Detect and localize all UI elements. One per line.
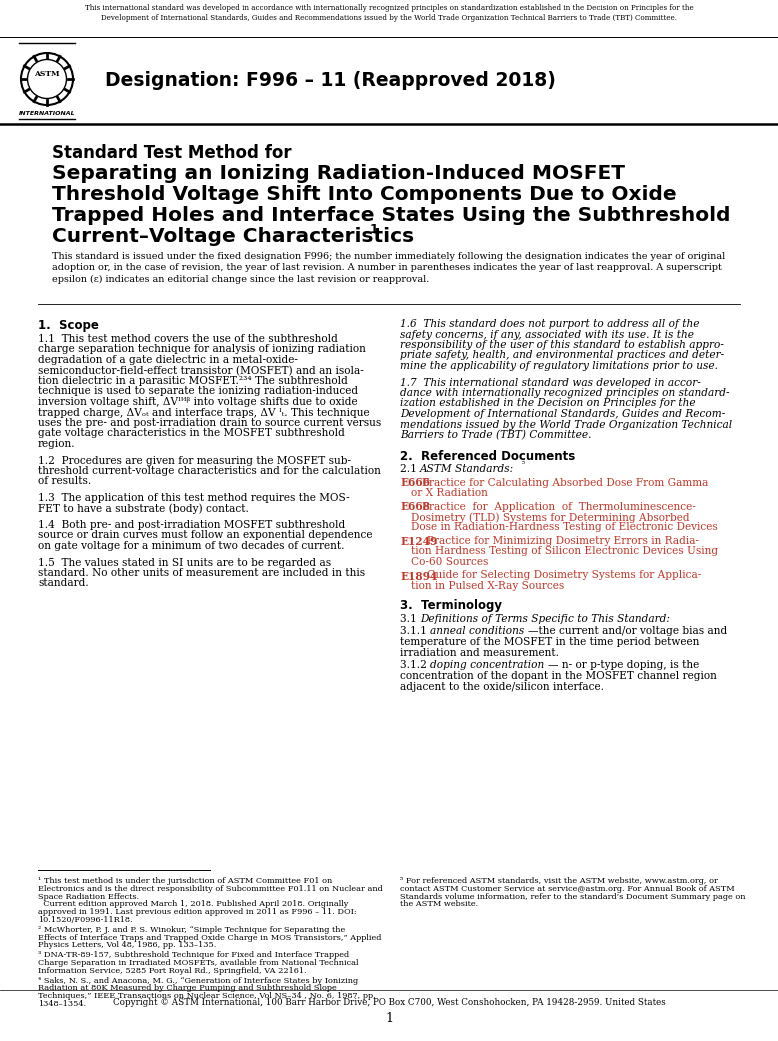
Text: uses the pre- and post-irradiation drain to source current versus: uses the pre- and post-irradiation drain… [38, 418, 381, 428]
Text: 1.1  This test method covers the use of the subthreshold: 1.1 This test method covers the use of t… [38, 334, 338, 344]
Text: contact ASTM Customer Service at service@astm.org. For Annual Book of ASTM: contact ASTM Customer Service at service… [400, 885, 734, 893]
Text: Designation: F996 – 11 (Reapproved 2018): Designation: F996 – 11 (Reapproved 2018) [105, 71, 555, 90]
Text: source or drain curves must follow an exponential dependence: source or drain curves must follow an ex… [38, 531, 373, 540]
Text: INTERNATIONAL: INTERNATIONAL [19, 111, 75, 116]
Text: ⁵ For referenced ASTM standards, visit the ASTM website, www.astm.org, or: ⁵ For referenced ASTM standards, visit t… [400, 877, 718, 885]
Text: gate voltage characteristics in the MOSFET subthreshold: gate voltage characteristics in the MOSF… [38, 429, 345, 438]
Text: Techniques,” IEEE Transactions on Nuclear Science, Vol NS–34 , No. 6, 1987, pp.: Techniques,” IEEE Transactions on Nuclea… [38, 992, 376, 1000]
Text: Space Radiation Effects.: Space Radiation Effects. [38, 892, 139, 900]
Text: semiconductor-field-effect transistor (MOSFET) and an isola-: semiconductor-field-effect transistor (M… [38, 365, 364, 376]
Bar [0, 0, 778, 36]
Text: irradiation and measurement.: irradiation and measurement. [400, 648, 559, 658]
Text: anneal conditions: anneal conditions [430, 627, 524, 636]
Text: ³ DNA-TR-89-157, Subthreshold Technique for Fixed and Interface Trapped: ³ DNA-TR-89-157, Subthreshold Technique … [38, 951, 349, 959]
Text: 2.  Referenced Documents: 2. Referenced Documents [400, 450, 575, 462]
Text: region.: region. [38, 439, 75, 449]
Text: Copyright © ASTM International, 100 Barr Harbor Drive, PO Box C700, West Conshoh: Copyright © ASTM International, 100 Barr… [113, 998, 665, 1007]
Text: Physics Letters, Vol 48, 1986, pp. 133–135.: Physics Letters, Vol 48, 1986, pp. 133–1… [38, 941, 216, 949]
Text: responsibility of the user of this standard to establish appro-: responsibility of the user of this stand… [400, 340, 724, 350]
Text: Electronics and is the direct responsibility of Subcommittee F01.11 on Nuclear a: Electronics and is the direct responsibi… [38, 885, 383, 893]
Text: standard.: standard. [38, 579, 89, 588]
Text: 1: 1 [385, 1012, 393, 1025]
Text: Definitions of Terms Specific to This Standard:: Definitions of Terms Specific to This St… [420, 613, 670, 624]
Text: 1.4  Both pre- and post-irradiation MOSFET subthreshold: 1.4 Both pre- and post-irradiation MOSFE… [38, 520, 345, 530]
Text: Current edition approved March 1, 2018. Published April 2018. Originally: Current edition approved March 1, 2018. … [38, 900, 349, 909]
Text: 10.1520/F0996-11R18.: 10.1520/F0996-11R18. [38, 916, 132, 924]
Text: 3.1: 3.1 [400, 613, 423, 624]
Text: on gate voltage for a minimum of two decades of current.: on gate voltage for a minimum of two dec… [38, 541, 345, 551]
Text: 1.5  The values stated in SI units are to be regarded as: 1.5 The values stated in SI units are to… [38, 558, 331, 567]
Text: Practice  for  Application  of  Thermoluminescence-: Practice for Application of Thermolumine… [422, 502, 696, 511]
Text: of results.: of results. [38, 477, 91, 486]
Text: Barriers to Trade (TBT) Committee.: Barriers to Trade (TBT) Committee. [400, 430, 591, 440]
Text: the ASTM website.: the ASTM website. [400, 900, 478, 909]
Text: Dosimetry (TLD) Systems for Determining Absorbed: Dosimetry (TLD) Systems for Determining … [411, 512, 689, 523]
Text: charge separation technique for analysis of ionizing radiation: charge separation technique for analysis… [38, 345, 366, 355]
Text: Standard Test Method for: Standard Test Method for [52, 144, 292, 162]
Text: 3.1.1: 3.1.1 [400, 627, 433, 636]
Text: ¹ This test method is under the jurisdiction of ASTM Committee F01 on: ¹ This test method is under the jurisdic… [38, 877, 332, 885]
Text: Effects of Interface Traps and Trapped Oxide Charge in MOS Transistors,” Applied: Effects of Interface Traps and Trapped O… [38, 934, 381, 942]
Text: degradation of a gate dielectric in a metal-oxide-: degradation of a gate dielectric in a me… [38, 355, 298, 365]
Text: E1894: E1894 [400, 570, 437, 582]
Text: dance with internationally recognized principles on standard-: dance with internationally recognized pr… [400, 388, 730, 398]
Text: Charge Separation in Irradiated MOSFETs, available from National Technical: Charge Separation in Irradiated MOSFETs,… [38, 959, 359, 967]
Text: Trapped Holes and Interface States Using the Subthreshold: Trapped Holes and Interface States Using… [52, 206, 731, 225]
Text: 1.  Scope: 1. Scope [38, 319, 99, 332]
Text: FET to have a substrate (body) contact.: FET to have a substrate (body) contact. [38, 504, 249, 514]
Text: 3.  Terminology: 3. Terminology [400, 599, 502, 611]
Text: mine the applicability of regulatory limitations prior to use.: mine the applicability of regulatory lim… [400, 361, 718, 371]
Text: E668: E668 [400, 502, 430, 512]
Text: or X Radiation: or X Radiation [411, 488, 488, 498]
Text: ² McWhorter, P. J. and P. S. Winokur, “Simple Technique for Separating the: ² McWhorter, P. J. and P. S. Winokur, “S… [38, 925, 345, 934]
Text: tion dielectric in a parasitic MOSFET.²³⁴ The subthreshold: tion dielectric in a parasitic MOSFET.²³… [38, 376, 348, 386]
Text: ⁵: ⁵ [522, 461, 525, 469]
Text: This standard is issued under the fixed designation F996; the number immediately: This standard is issued under the fixed … [52, 252, 725, 284]
Text: trapped charge, ΔVₒₜ and interface traps, ΔV ᴵₜ. This technique: trapped charge, ΔVₒₜ and interface traps… [38, 407, 370, 417]
Text: ization established in the Decision on Principles for the: ization established in the Decision on P… [400, 399, 696, 408]
Text: concentration of the dopant in the MOSFET channel region: concentration of the dopant in the MOSFE… [400, 671, 717, 681]
Text: 1348–1354.: 1348–1354. [38, 1000, 86, 1008]
Text: Development of International Standards, Guides and Recom-: Development of International Standards, … [400, 409, 725, 418]
Text: ⁴ Saks, N. S., and Anacona, M. G., “Generation of Interface States by Ionizing: ⁴ Saks, N. S., and Anacona, M. G., “Gene… [38, 976, 358, 985]
Text: This international standard was developed in accordance with internationally rec: This international standard was develope… [85, 4, 693, 23]
Text: priate safety, health, and environmental practices and deter-: priate safety, health, and environmental… [400, 351, 724, 360]
Text: Standards volume information, refer to the standard’s Document Summary page on: Standards volume information, refer to t… [400, 892, 745, 900]
Text: Co-60 Sources: Co-60 Sources [411, 557, 489, 567]
Text: tion Hardness Testing of Silicon Electronic Devices Using: tion Hardness Testing of Silicon Electro… [411, 547, 718, 557]
Text: Separating an Ionizing Radiation-Induced MOSFET: Separating an Ionizing Radiation-Induced… [52, 164, 625, 183]
Text: 1.3  The application of this test method requires the MOS-: 1.3 The application of this test method … [38, 493, 349, 503]
Text: approved in 1991. Last previous edition approved in 2011 as F996 – 11. DOI:: approved in 1991. Last previous edition … [38, 908, 356, 916]
Text: standard. No other units of measurement are included in this: standard. No other units of measurement … [38, 568, 365, 578]
Text: Guide for Selecting Dosimetry Systems for Applica-: Guide for Selecting Dosimetry Systems fo… [427, 570, 702, 581]
Text: — n- or p-type doping, is the: — n- or p-type doping, is the [548, 660, 699, 670]
Text: Radiation at 80K Measured by Charge Pumping and Subthreshold Slope: Radiation at 80K Measured by Charge Pump… [38, 985, 337, 992]
Text: Threshold Voltage Shift Into Components Due to Oxide: Threshold Voltage Shift Into Components … [52, 185, 677, 204]
Text: E666: E666 [400, 478, 430, 488]
Text: 1: 1 [370, 223, 379, 236]
Text: Current–Voltage Characteristics: Current–Voltage Characteristics [52, 227, 414, 246]
Text: Dose in Radiation-Hardness Testing of Electronic Devices: Dose in Radiation-Hardness Testing of El… [411, 523, 718, 533]
Text: doping concentration: doping concentration [430, 660, 545, 670]
Text: threshold current-voltage characteristics and for the calculation: threshold current-voltage characteristic… [38, 466, 381, 476]
Text: tion in Pulsed X-Ray Sources: tion in Pulsed X-Ray Sources [411, 581, 564, 591]
Text: —the current and/or voltage bias and: —the current and/or voltage bias and [528, 627, 727, 636]
Text: ASTM: ASTM [34, 70, 60, 78]
Text: 1.6  This standard does not purport to address all of the: 1.6 This standard does not purport to ad… [400, 319, 699, 329]
Text: Information Service, 5285 Port Royal Rd., Springfield, VA 22161.: Information Service, 5285 Port Royal Rd.… [38, 967, 307, 974]
Text: safety concerns, if any, associated with its use. It is the: safety concerns, if any, associated with… [400, 330, 694, 339]
Text: E1249: E1249 [400, 536, 437, 547]
Text: 1.7  This international standard was developed in accor-: 1.7 This international standard was deve… [400, 378, 701, 387]
Text: adjacent to the oxide/silicon interface.: adjacent to the oxide/silicon interface. [400, 682, 604, 691]
Text: temperature of the MOSFET in the time period between: temperature of the MOSFET in the time pe… [400, 637, 699, 648]
Text: mendations issued by the World Trade Organization Technical: mendations issued by the World Trade Org… [400, 420, 732, 430]
Text: Practice for Minimizing Dosimetry Errors in Radia-: Practice for Minimizing Dosimetry Errors… [427, 536, 699, 545]
Text: 1.2  Procedures are given for measuring the MOSFET sub-: 1.2 Procedures are given for measuring t… [38, 456, 351, 465]
Text: ASTM Standards:: ASTM Standards: [420, 464, 514, 475]
Text: Practice for Calculating Absorbed Dose From Gamma: Practice for Calculating Absorbed Dose F… [422, 478, 709, 487]
Text: technique is used to separate the ionizing radiation-induced: technique is used to separate the ionizi… [38, 386, 358, 397]
Text: 2.1: 2.1 [400, 464, 424, 475]
Text: 3.1.2: 3.1.2 [400, 660, 433, 670]
Text: inversion voltage shift, ΔVᴵᴻᵝ into voltage shifts due to oxide: inversion voltage shift, ΔVᴵᴻᵝ into volt… [38, 397, 358, 407]
